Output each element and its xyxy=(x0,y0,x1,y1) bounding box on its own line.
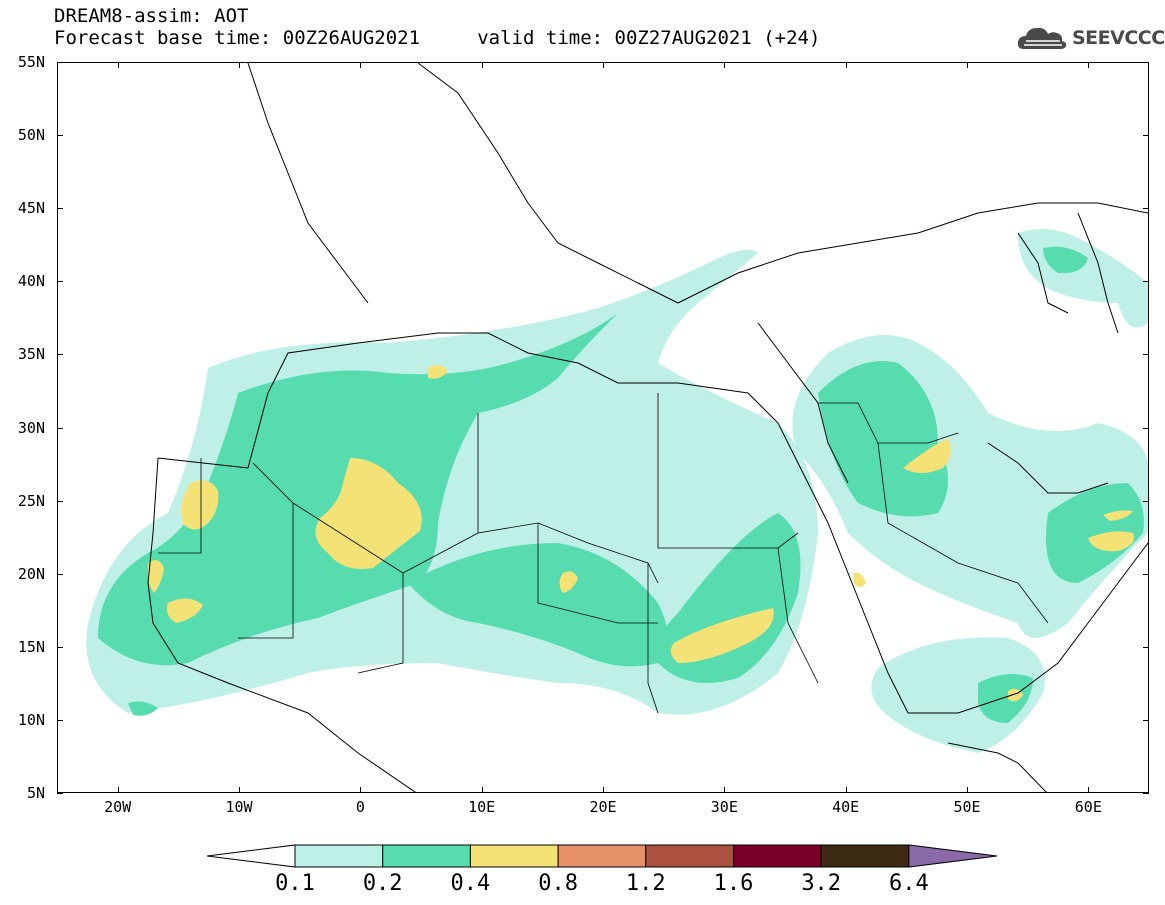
longitude-tick xyxy=(239,62,240,68)
latitude-tick xyxy=(57,573,63,575)
colorbar-segment xyxy=(294,844,384,868)
longitude-label: 30E xyxy=(710,798,738,816)
latitude-label: 35N xyxy=(17,345,45,364)
latitude-tick xyxy=(57,793,63,794)
latitude-tick xyxy=(57,62,63,63)
longitude-tick xyxy=(724,62,726,68)
latitude-tick xyxy=(57,719,63,721)
longitude-tick xyxy=(1088,787,1090,793)
latitude-label: 10N xyxy=(17,710,45,729)
logo-text: SEEVCCC xyxy=(1072,27,1165,49)
aot-map xyxy=(57,62,1149,793)
longitude-tick xyxy=(481,787,483,793)
latitude-tick xyxy=(57,500,63,502)
longitude-label: 10E xyxy=(468,798,496,816)
longitude-tick xyxy=(117,787,119,793)
longitude-label: 40E xyxy=(832,798,860,816)
colorbar-segment xyxy=(382,844,471,868)
longitude-tick xyxy=(117,62,119,68)
latitude-tick xyxy=(1143,646,1149,648)
colorbar-level-label: 0.2 xyxy=(362,871,403,896)
longitude-label: 50E xyxy=(953,798,981,816)
latitude-label: 40N xyxy=(17,272,45,291)
longitude-tick xyxy=(967,62,968,68)
cloud-icon xyxy=(1017,27,1067,49)
colorbar-level-label: 0.4 xyxy=(450,871,491,896)
longitude-tick xyxy=(603,62,604,68)
latitude-label: 25N xyxy=(17,491,45,510)
colorbar-level-label: 3.2 xyxy=(801,871,842,896)
colorbar-segment xyxy=(645,844,734,868)
longitude-tick xyxy=(1088,62,1090,68)
longitude-label: 20W xyxy=(104,798,132,816)
latitude-tick xyxy=(1143,793,1149,794)
colorbar-level-label: 0.1 xyxy=(275,871,315,896)
colorbar-segment xyxy=(733,844,822,868)
colorbar-segment xyxy=(820,844,910,868)
country-borders xyxy=(158,393,1049,714)
map-title: DREAM8-assim: AOT xyxy=(54,5,249,27)
map-canvas xyxy=(86,63,1148,792)
coastlines xyxy=(147,63,1148,792)
latitude-tick xyxy=(1143,281,1149,283)
longitude-tick xyxy=(360,787,362,793)
colorbar-segment xyxy=(469,844,559,868)
latitude-label: 20N xyxy=(17,564,45,583)
latitude-tick xyxy=(57,646,63,648)
longitude-tick xyxy=(360,62,362,68)
latitude-label: 45N xyxy=(17,199,45,218)
longitude-tick xyxy=(481,62,483,68)
latitude-tick xyxy=(1143,135,1149,137)
latitude-tick xyxy=(57,281,63,283)
colorbar-segment xyxy=(557,844,647,868)
colorbar-above-triangle xyxy=(908,844,998,868)
latitude-label: 5N xyxy=(26,784,45,802)
latitude-tick xyxy=(1143,573,1149,575)
longitude-tick xyxy=(845,62,847,68)
latitude-label: 50N xyxy=(17,126,45,145)
seevccc-logo: SEEVCCC xyxy=(1016,21,1165,55)
longitude-tick xyxy=(239,787,240,793)
latitude-tick xyxy=(57,354,63,356)
latitude-tick xyxy=(57,427,63,429)
longitude-tick xyxy=(845,787,847,793)
longitude-tick xyxy=(603,787,604,793)
latitude-label: 15N xyxy=(17,637,45,656)
colorbar-level-label: 1.6 xyxy=(713,871,754,896)
latitude-tick xyxy=(57,135,63,137)
longitude-label: 0 xyxy=(355,798,365,816)
latitude-tick xyxy=(1143,208,1149,210)
latitude-tick xyxy=(1143,427,1149,429)
aot-contour-0.4 xyxy=(147,365,1134,702)
longitude-tick xyxy=(724,787,726,793)
colorbar-level-label: 6.4 xyxy=(889,871,929,896)
latitude-tick xyxy=(1143,354,1149,356)
longitude-label: 10W xyxy=(225,798,253,816)
latitude-tick xyxy=(1143,62,1149,63)
longitude-label: 20E xyxy=(589,798,617,816)
latitude-label: 30N xyxy=(17,418,45,437)
colorbar-below-triangle xyxy=(206,844,296,868)
latitude-tick xyxy=(1143,719,1149,721)
colorbar-level-label: 0.8 xyxy=(538,871,578,896)
colorbar-level-label: 1.2 xyxy=(625,871,666,896)
longitude-tick xyxy=(967,787,968,793)
latitude-label: 55N xyxy=(17,53,45,71)
latitude-tick xyxy=(57,208,63,210)
longitude-label: 60E xyxy=(1074,798,1102,816)
latitude-tick xyxy=(1143,500,1149,502)
forecast-time-info: Forecast base time: 00Z26AUG2021 valid t… xyxy=(54,27,821,49)
